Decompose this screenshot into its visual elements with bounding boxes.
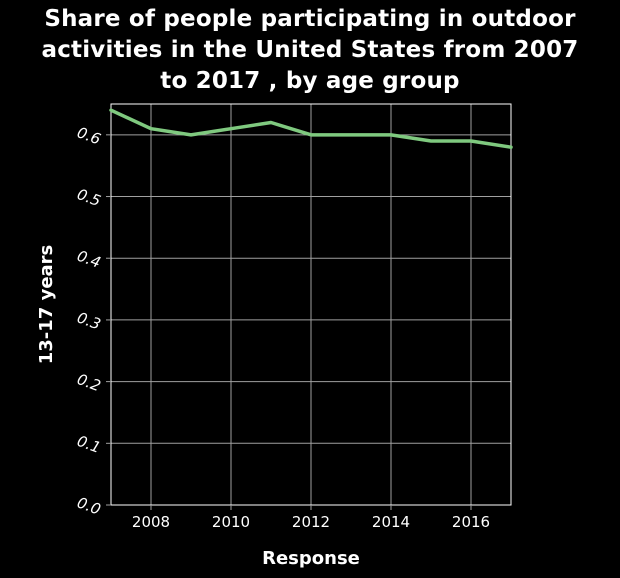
y-tick-label: 0.3	[75, 308, 104, 333]
x-tick-label: 2016	[452, 513, 490, 531]
x-axis-ticks: 2008 2010 2012 2014 2016	[132, 505, 490, 531]
x-tick-label: 2012	[292, 513, 330, 531]
chart-title: Share of people participating in outdoor…	[0, 4, 620, 97]
x-tick-label: 2008	[132, 513, 170, 531]
y-tick-label: 0.2	[75, 370, 104, 395]
chart-title-line-2: activities in the United States from 200…	[41, 37, 579, 63]
y-tick-label: 0.5	[75, 185, 104, 210]
chart-title-line-3: to 2017 , by age group	[160, 68, 460, 94]
y-tick-label: 0.1	[75, 432, 104, 457]
y-tick-label: 0.4	[75, 247, 104, 272]
x-axis-label: Response	[262, 548, 360, 569]
y-axis-ticks: 0.0 0.1 0.2 0.3 0.4 0.5 0.6	[75, 123, 111, 519]
y-axis-label: 13-17 years	[36, 245, 57, 365]
x-tick-label: 2010	[212, 513, 250, 531]
chart-title-line-1: Share of people participating in outdoor	[44, 6, 576, 32]
grid-lines	[111, 104, 511, 506]
y-tick-label: 0.0	[75, 494, 104, 519]
series-layer	[109, 108, 513, 149]
x-tick-label: 2014	[372, 513, 410, 531]
y-tick-label: 0.6	[75, 123, 104, 148]
